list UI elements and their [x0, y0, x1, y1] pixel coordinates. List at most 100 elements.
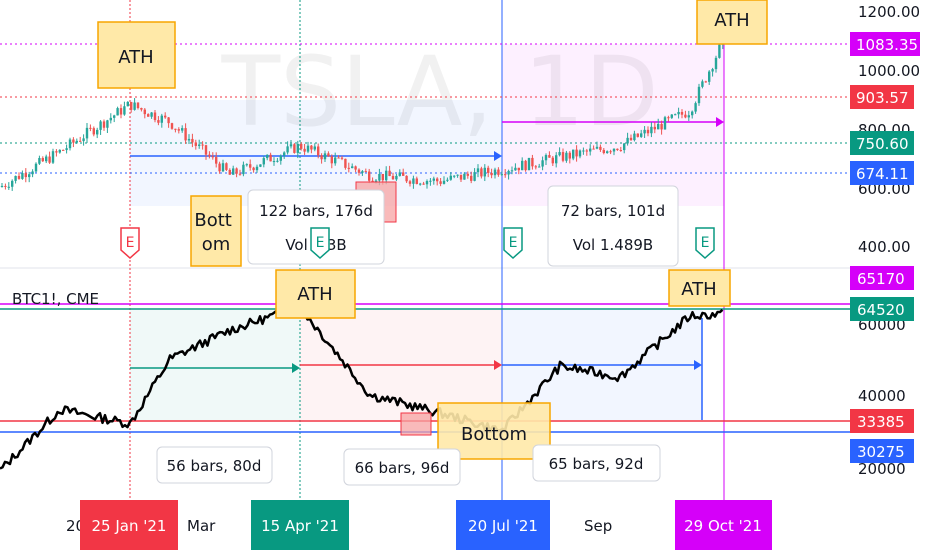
candle-body	[497, 169, 500, 175]
measure-bot-1: 56 bars, 80d	[167, 457, 262, 475]
measure-bot-3: 65 bars, 92d	[549, 455, 644, 473]
candle-body	[436, 178, 439, 182]
candle-body	[354, 166, 357, 170]
candle-body	[470, 175, 473, 181]
candle-body	[283, 152, 286, 156]
candle-body	[99, 121, 102, 130]
candle-body	[89, 127, 92, 129]
svg-text:E: E	[316, 235, 325, 251]
candle-body	[701, 81, 704, 87]
ath-label-top-left: ATH	[118, 47, 153, 68]
candle-body	[204, 145, 208, 155]
candle-body	[565, 152, 568, 161]
candle-body	[694, 103, 697, 112]
price-badge-750-text: 750.60	[856, 135, 909, 153]
date-badge-apr	[251, 500, 349, 550]
y-tick-400: 400.00	[858, 238, 911, 256]
candle-body	[269, 154, 272, 162]
candle-body	[650, 126, 653, 134]
candle-body	[337, 157, 340, 159]
candle-body	[245, 164, 248, 166]
candle-body	[667, 117, 670, 119]
candle-body	[687, 115, 690, 118]
candle-body	[555, 155, 558, 164]
svg-text:E: E	[126, 235, 135, 251]
candle-body	[235, 168, 238, 174]
candle-body	[538, 166, 541, 168]
candle-body	[79, 140, 82, 142]
x-tick-mar: Mar	[187, 517, 216, 535]
bottom-box-bot	[437, 402, 551, 460]
candle-body	[633, 133, 636, 141]
earnings-marker-jan[interactable]: E	[120, 227, 140, 260]
candle-body	[31, 171, 34, 175]
price-badge-64520	[850, 297, 914, 321]
candle-body	[429, 180, 432, 182]
candle-body	[544, 155, 548, 161]
candle-body	[551, 157, 554, 164]
measure-bot-2: 66 bars, 96d	[355, 459, 450, 477]
candle-body	[507, 170, 510, 175]
candle-body	[629, 137, 633, 141]
measure-box-top-2	[547, 185, 679, 267]
measure-top-1-line1: 122 bars, 176d	[259, 202, 373, 220]
candle-body	[21, 173, 24, 179]
arrowhead-bot-teal	[292, 363, 300, 373]
candle-body	[317, 146, 320, 156]
candle-body	[466, 173, 469, 176]
candle-body	[7, 186, 10, 188]
candle-body	[68, 139, 72, 149]
candle-body	[561, 152, 565, 161]
candle-body	[599, 146, 602, 150]
candle-body	[534, 166, 537, 168]
candle-body	[276, 160, 279, 162]
candle-body	[340, 157, 344, 159]
candle-body	[133, 102, 136, 110]
price-badge-903	[850, 85, 914, 109]
candle-body	[374, 180, 378, 182]
candle-body	[646, 129, 650, 134]
candle-body	[147, 114, 150, 117]
candle-body	[493, 169, 497, 176]
candle-body	[653, 126, 656, 130]
candle-body	[619, 150, 622, 152]
price-badge-30275	[850, 439, 914, 463]
earnings-marker-apr[interactable]: E	[310, 227, 330, 260]
date-badge-jan	[80, 500, 178, 550]
price-badge-1083	[850, 32, 920, 56]
svg-text:E: E	[701, 235, 710, 251]
price-badge-65170-text: 65170	[857, 270, 905, 288]
arrowhead-bot-blue	[694, 360, 702, 370]
candle-body	[640, 133, 643, 137]
candle-body	[395, 175, 398, 180]
candle-body	[371, 180, 374, 182]
candle-body	[106, 120, 109, 128]
candle-body	[347, 167, 350, 169]
candle-body	[674, 114, 677, 116]
candle-body	[378, 173, 381, 181]
earnings-marker-oct[interactable]: E	[695, 227, 715, 260]
candle-body	[521, 160, 524, 171]
candle-body	[48, 156, 51, 163]
ath-label-bot-left: ATH	[297, 284, 332, 305]
earnings-marker-jul[interactable]: E	[503, 227, 523, 260]
price-badge-750	[850, 131, 914, 155]
candle-body	[170, 123, 174, 129]
bottom-label-top: Bott om	[194, 210, 237, 255]
candle-body	[130, 101, 133, 110]
candle-body	[691, 111, 694, 116]
candle-body	[249, 164, 252, 168]
candle-body	[136, 102, 140, 109]
bottom-box-top	[190, 195, 242, 267]
candle-body	[201, 144, 204, 146]
candle-body	[232, 168, 235, 175]
candle-body	[361, 171, 364, 173]
price-badge-674	[850, 161, 914, 185]
candle-body	[531, 157, 534, 167]
candle-body	[623, 143, 626, 151]
candle-body	[398, 172, 401, 176]
candle-body	[589, 148, 592, 152]
candle-body	[262, 158, 265, 165]
candle-body	[718, 44, 721, 58]
candle-body	[82, 138, 85, 142]
